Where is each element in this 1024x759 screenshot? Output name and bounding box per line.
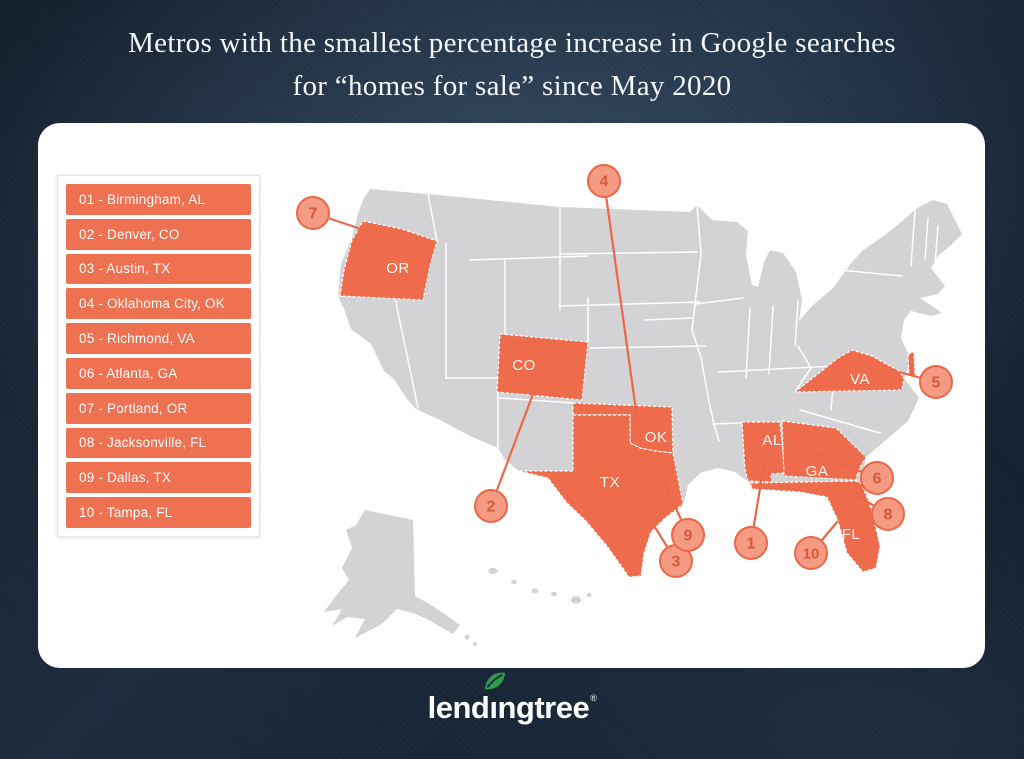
continental-us-outline xyxy=(338,189,962,577)
marker-circle-5 xyxy=(919,365,953,399)
state-label-TX: TX xyxy=(600,474,620,491)
content-card: 01 - Birmingham, AL 02 - Denver, CO 03 - A… xyxy=(38,123,985,668)
marker-number-6: 6 xyxy=(873,471,882,488)
legend-item: 03 - Austin, TX xyxy=(66,253,251,285)
trademark: ® xyxy=(590,693,597,703)
state-alabama xyxy=(741,421,786,483)
state-virginia-eastern-shore xyxy=(907,351,916,377)
state-colorado xyxy=(496,333,589,401)
state-label-CO: CO xyxy=(512,357,536,374)
marker-number-9: 9 xyxy=(684,528,693,545)
marker-number-2: 2 xyxy=(487,499,496,516)
marker-circle-1 xyxy=(734,526,768,560)
alaska-outline xyxy=(324,510,460,638)
state-texas xyxy=(518,414,684,578)
marker-number-1: 1 xyxy=(747,536,756,553)
marker-circle-4 xyxy=(587,164,621,198)
legend-item: 01 - Birmingham, AL xyxy=(66,184,251,215)
us-map-svg: 1 2 3 4 5 6 7 8 9 10 OR CO OK TX VA AL GA FL xyxy=(296,164,962,646)
leaf-icon xyxy=(485,672,506,690)
logo-i: ı xyxy=(485,672,506,726)
marker-circle-2 xyxy=(474,489,508,523)
alaska-island xyxy=(464,634,470,640)
state-virginia xyxy=(794,349,905,393)
state-label-OR: OR xyxy=(386,260,410,277)
legend-panel: 01 - Birmingham, AL 02 - Denver, CO 03 - A… xyxy=(57,175,260,537)
marker-number-8: 8 xyxy=(884,507,893,524)
legend-item: 06 - Atlanta, GA xyxy=(66,357,251,389)
state-label-OK: OK xyxy=(645,429,668,446)
state-label-VA: VA xyxy=(850,371,870,388)
alaska-island xyxy=(473,642,477,646)
legend-item: 09 - Dallas, TX xyxy=(66,462,251,494)
marker-number-10: 10 xyxy=(803,546,820,563)
page-title: Metros with the smallest percentage incr… xyxy=(0,22,1024,108)
legend-item: 05 - Richmond, VA xyxy=(66,323,251,354)
legend-item: 07 - Portland, OR xyxy=(66,392,251,424)
state-labels: OR CO OK TX VA AL GA FL xyxy=(386,260,870,543)
hawaii-islands xyxy=(488,568,592,604)
state-label-AL: AL xyxy=(762,432,781,449)
title-line2: for “homes for sale” since May 2020 xyxy=(292,70,732,102)
leader-line-4 xyxy=(602,180,640,426)
us-map: 1 2 3 4 5 6 7 8 9 10 OR CO OK TX VA AL GA FL xyxy=(295,148,985,660)
title-line1: Metros with the smallest percentage incr… xyxy=(128,27,896,59)
legend-item: 08 - Jacksonville, FL xyxy=(66,427,251,459)
marker-circle-6 xyxy=(860,461,894,495)
marker-circle-10 xyxy=(794,536,828,570)
legend-item: 10 - Tampa, FL xyxy=(66,497,251,528)
marker-number-3: 3 xyxy=(672,554,681,571)
marker-circle-7 xyxy=(296,196,330,230)
logo-text-post: ngtree xyxy=(497,690,590,725)
state-label-FL: FL xyxy=(842,526,861,543)
rank-markers: 1 2 3 4 5 6 7 8 9 10 xyxy=(296,164,953,578)
marker-circle-8 xyxy=(871,497,905,531)
leader-line-2 xyxy=(489,385,538,507)
state-oregon xyxy=(339,220,438,301)
legend-item: 02 - Denver, CO xyxy=(66,218,251,250)
marker-number-7: 7 xyxy=(309,206,318,223)
lendingtree-logo: lend ı ngtree ® xyxy=(0,672,1024,726)
legend-item: 04 - Oklahoma City, OK xyxy=(66,288,251,320)
marker-circle-9 xyxy=(671,518,705,552)
logo-text-pre: lend xyxy=(427,690,490,725)
marker-number-5: 5 xyxy=(932,375,941,392)
marker-number-4: 4 xyxy=(600,174,609,191)
state-label-GA: GA xyxy=(806,463,829,480)
